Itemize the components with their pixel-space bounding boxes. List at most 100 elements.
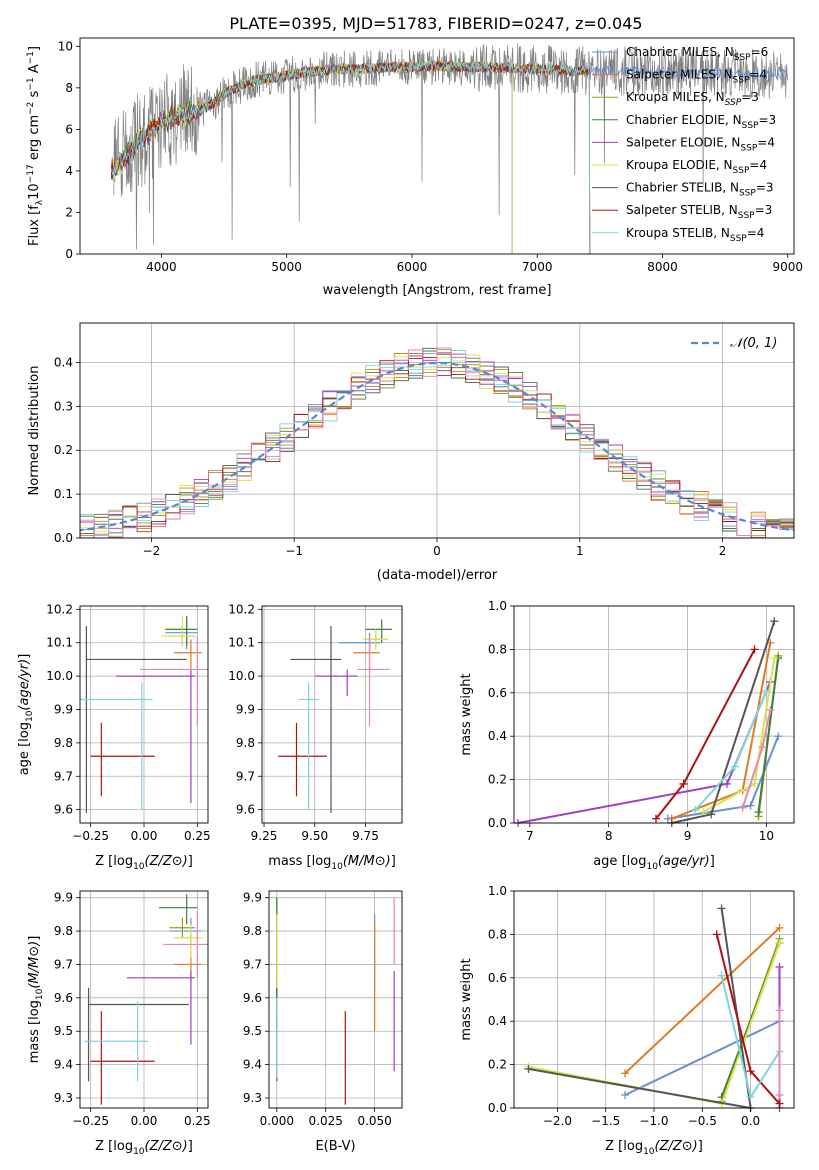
- spectrum-legend: Chabrier MILES, NSSP=6 Salpeter MILES, NS…: [592, 45, 776, 244]
- mass-weight-series-line: [671, 620, 776, 824]
- x-tick-label: 8000: [647, 260, 678, 274]
- x-axis-label: wavelength [Angstrom, rest frame]: [323, 283, 552, 298]
- y-tick-label: 6: [65, 122, 73, 136]
- x-tick-label: 4000: [146, 260, 177, 274]
- x-tick-label: 9.25: [251, 829, 278, 843]
- x-tick-label: 0.25: [184, 1114, 211, 1128]
- legend-entry: Kroupa ELODIE, NSSP=4: [626, 158, 767, 176]
- plus-marker: [762, 686, 771, 695]
- model-spectrum-line: [110, 60, 513, 254]
- y-tick-label: 10.1: [228, 636, 255, 650]
- x-tick-label: 0.050: [357, 1114, 391, 1128]
- x-tick-label: −1: [285, 544, 303, 558]
- figure-title: PLATE=0395, MJD=51783, FIBERID=0247, z=0…: [229, 14, 642, 33]
- legend-entry: Salpeter ELODIE, NSSP=4: [626, 135, 775, 153]
- y-tick-label: 9.9: [54, 891, 73, 905]
- y-axis-label: mass weight: [459, 958, 474, 1040]
- age-vs-mass-panel: 9.25 9.50 9.75 9.6 9.7 9.8 9.9 10.0 10.1 10.2 mass…: [228, 602, 403, 872]
- plus-marker: [722, 779, 731, 788]
- plus-marker: [774, 732, 783, 741]
- x-tick-label: 0.0: [741, 1114, 760, 1128]
- mass-vs-metallicity-panel: −0.25 0.00 0.25 9.3 9.4 9.5 9.6 9.7 9.8 9.9 Z [log…: [27, 890, 211, 1157]
- y-tick-label: 0.8: [488, 642, 507, 656]
- plus-marker: [746, 1093, 755, 1102]
- plus-marker: [746, 801, 755, 810]
- plus-marker: [775, 939, 784, 948]
- x-tick-label: 0.025: [309, 1114, 343, 1128]
- mass-weight-series-line: [624, 1020, 780, 1096]
- y-tick-label: 0.3: [54, 399, 73, 413]
- axes-frame: [513, 605, 795, 824]
- x-tick-label: 9.75: [352, 829, 379, 843]
- y-tick-label: 9.7: [54, 957, 73, 971]
- y-tick-label: 10.2: [228, 602, 255, 616]
- mass-weight-series-line: [655, 648, 756, 820]
- plus-marker: [775, 923, 784, 932]
- y-tick-label: 9.8: [243, 924, 262, 938]
- y-tick-label: 9.5: [243, 1024, 262, 1038]
- plot-area: [80, 616, 208, 813]
- plus-marker: [750, 645, 759, 654]
- mass-weight-series-line: [757, 657, 780, 813]
- x-tick-label: 9: [684, 829, 692, 843]
- y-tick-label: 4: [65, 164, 73, 178]
- y-tick-label: 9.8: [236, 736, 255, 750]
- y-tick-label: 2: [65, 205, 73, 219]
- plus-marker: [754, 808, 763, 817]
- y-tick-label: 0.6: [488, 686, 507, 700]
- x-tick-label: −1.0: [639, 1114, 668, 1128]
- plus-marker: [775, 1006, 784, 1015]
- plus-marker: [738, 803, 747, 812]
- y-tick-label: 9.9: [236, 702, 255, 716]
- x-tick-label: 10: [759, 829, 774, 843]
- mass-weight-vs-age-panel: 7 8 9 10 0.0 0.2 0.4 0.6 0.8 1.0 age [log10(age/yr…: [459, 599, 795, 872]
- y-tick-label: 9.6: [54, 803, 73, 817]
- y-tick-label: 9.8: [54, 924, 73, 938]
- y-tick-label: 9.9: [243, 891, 262, 905]
- y-tick-label: 0.0: [54, 531, 73, 545]
- y-tick-label: 0.0: [488, 816, 507, 830]
- x-tick-label: 0.00: [131, 1114, 158, 1128]
- y-axis-label: mass [log10(M/M⊙)]: [27, 936, 45, 1064]
- plus-marker: [775, 1099, 784, 1108]
- y-tick-label: 0.4: [54, 355, 73, 369]
- x-tick-label: 1: [576, 544, 584, 558]
- x-tick-label: −2: [143, 544, 161, 558]
- x-tick-label: −0.5: [688, 1114, 717, 1128]
- x-tick-label: 0.00: [131, 829, 158, 843]
- plus-marker: [775, 1090, 784, 1099]
- plus-marker: [707, 810, 716, 819]
- y-tick-label: 9.3: [54, 1091, 73, 1105]
- x-tick-label: 9.50: [301, 829, 328, 843]
- histogram-series: [80, 347, 794, 537]
- age-vs-metallicity-panel: −0.25 0.00 0.25 9.6 9.7 9.8 9.9 10.0 10.1 10.2 Z […: [17, 602, 211, 872]
- y-tick-label: 10.0: [46, 669, 73, 683]
- model-spectrum-line: [110, 59, 591, 254]
- y-axis-label: Flux [fλ10−17 erg cm−2 s−1 A−1]: [26, 46, 45, 246]
- mass-weight-series-line: [624, 927, 781, 1075]
- x-tick-label: −2.0: [543, 1114, 572, 1128]
- y-tick-label: 9.8: [54, 736, 73, 750]
- y-tick-label: 0.2: [488, 1058, 507, 1072]
- x-tick-label: 9000: [772, 260, 803, 274]
- x-axis-label: Z [log10(Z/Z⊙)]: [605, 1139, 703, 1157]
- plus-marker: [730, 762, 739, 771]
- y-axis-label: age [log10(age/yr)]: [17, 654, 35, 776]
- x-tick-label: −0.25: [72, 1114, 109, 1128]
- histogram-area: [80, 347, 794, 538]
- x-axis-label: Z [log10(Z/Z⊙)]: [95, 854, 193, 872]
- plus-marker: [750, 779, 759, 788]
- plus-marker: [758, 743, 767, 752]
- x-tick-label: 8: [605, 829, 613, 843]
- legend-entry: Salpeter MILES, NSSP=4: [626, 68, 767, 86]
- y-axis-label: mass weight: [459, 673, 474, 755]
- y-tick-label: 9.6: [54, 991, 73, 1005]
- x-tick-label: −1.5: [591, 1114, 620, 1128]
- y-tick-label: 9.4: [54, 1058, 73, 1072]
- legend-entry: Chabrier ELODIE, NSSP=3: [626, 113, 776, 131]
- plus-marker: [621, 1090, 630, 1099]
- x-tick-label: 5000: [271, 260, 302, 274]
- y-tick-label: 0: [65, 247, 73, 261]
- x-axis-label: (data-model)/error: [377, 568, 498, 583]
